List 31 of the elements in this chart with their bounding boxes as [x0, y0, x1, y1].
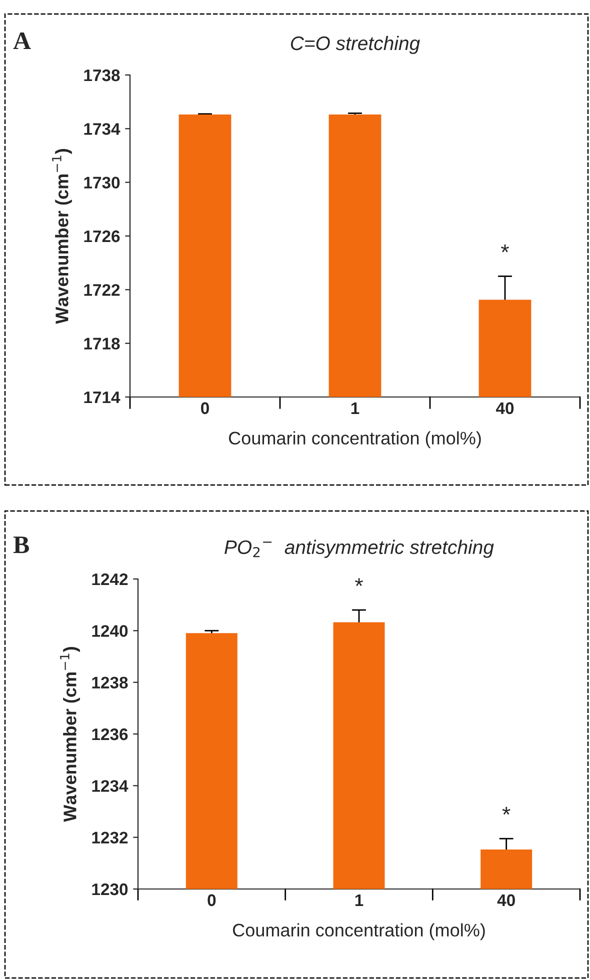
y-axis-title: Wavenumber (cm$^{−1}$) — [52, 149, 72, 324]
y-tick-label: 1232 — [92, 832, 128, 844]
y-tick-label: 1230 — [92, 883, 128, 896]
x-tick-label: 40 — [496, 402, 514, 414]
x-tick-label: 40 — [497, 894, 515, 906]
y-tick-label: 1238 — [92, 676, 128, 689]
x-axis-title: Coumarin concentration (mol%) — [232, 923, 485, 940]
text: B — [13, 536, 29, 554]
y-axis-title: Wavenumber (cm$^{−1}$) — [60, 647, 80, 822]
x-tick-label: 0 — [208, 894, 216, 906]
y-tick-label: 1236 — [92, 728, 128, 740]
y-tick-label: 1734 — [84, 123, 120, 135]
y-tick-label: 1730 — [84, 176, 120, 189]
x-tick-label: 1 — [355, 894, 364, 906]
annotation: * — [502, 806, 510, 815]
text: A — [13, 32, 31, 50]
annotation: * — [501, 244, 509, 252]
annotation: * — [355, 578, 363, 586]
chart-title: C=O stretching — [290, 36, 420, 54]
y-tick-label: 1240 — [92, 625, 128, 637]
y-tick-label: 1242 — [92, 573, 128, 586]
x-axis-title: Coumarin concentration (mol%) — [228, 431, 481, 448]
y-tick-label: 1714 — [84, 392, 120, 404]
x-tick-label: 1 — [351, 402, 360, 414]
y-tick-label: 1234 — [92, 780, 128, 792]
chart-title: PO$_{2}$$^{−}$ antisymmetric stretching — [224, 540, 494, 558]
x-tick-label: 0 — [201, 402, 209, 414]
y-tick-label: 1722 — [84, 284, 120, 296]
y-tick-label: 1738 — [84, 69, 120, 82]
y-tick-label: 1718 — [84, 338, 120, 350]
y-tick-label: 1726 — [84, 230, 120, 242]
